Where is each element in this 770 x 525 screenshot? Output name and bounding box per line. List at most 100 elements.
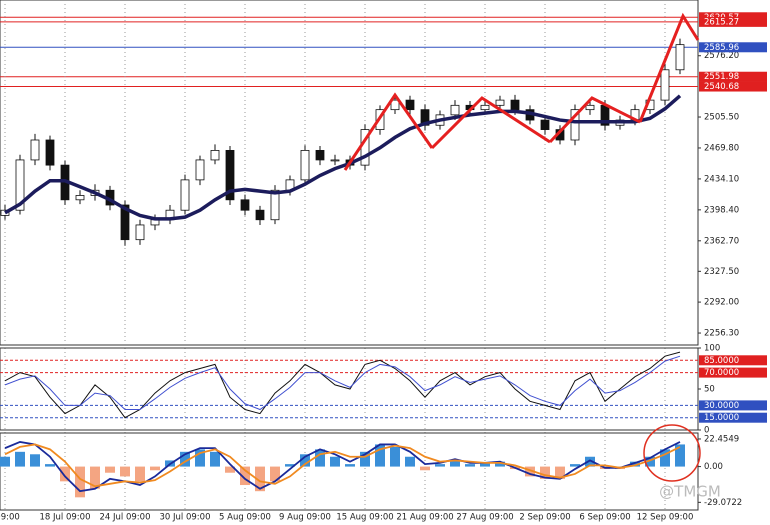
candle-body — [480, 104, 490, 111]
histogram-bar — [300, 454, 310, 467]
oscillator-line — [4, 355, 681, 411]
histogram-bar — [285, 464, 295, 467]
candle-body — [660, 69, 670, 101]
candle-body — [510, 99, 520, 111]
panel-frame — [0, 0, 699, 346]
candle-body — [240, 199, 250, 211]
histogram-bar — [330, 456, 340, 467]
histogram-bar — [195, 449, 205, 467]
histogram-bar — [450, 460, 460, 467]
histogram-bar — [225, 466, 235, 473]
level-label-box — [699, 81, 767, 92]
x-tick-label: 15 Aug 09:00 — [336, 513, 393, 523]
candle-body — [270, 189, 280, 221]
histogram-bar — [75, 466, 85, 498]
watermark: @TMGM — [659, 483, 721, 501]
level-label-box — [699, 367, 767, 378]
histogram-bar — [405, 456, 415, 467]
y-tick-label: 2256.30 — [704, 329, 739, 339]
level-label: 2551.98 — [704, 72, 739, 82]
x-tick-label: 12 Sep 09:00 — [637, 513, 694, 523]
y-tick-label: 2292.00 — [704, 298, 739, 308]
y-tick-label: 50 — [704, 385, 715, 395]
macd-line — [4, 443, 681, 488]
histogram-bar — [585, 456, 595, 467]
x-tick-label: 18 Jul 09:00 — [40, 513, 91, 523]
level-label: 2615.27 — [704, 17, 739, 27]
level-label-box — [699, 355, 767, 366]
level-label-box — [699, 412, 767, 423]
candle-body — [300, 149, 310, 181]
x-tick-label: 27 Aug 09:00 — [456, 513, 513, 523]
candle-body — [570, 109, 580, 141]
level-label: 2585.96 — [704, 43, 739, 53]
histogram-bar — [180, 451, 190, 467]
candle-body — [195, 159, 205, 181]
histogram-bar — [555, 466, 565, 479]
trend-arrows — [343, 12, 700, 171]
panel-frame — [0, 432, 699, 511]
histogram-bar — [45, 464, 55, 467]
histogram-bar — [345, 464, 355, 467]
level-label: 15.0000 — [704, 413, 739, 423]
histogram-bar — [210, 451, 220, 467]
histogram-bar — [105, 466, 115, 473]
histogram-bar — [540, 466, 550, 479]
histogram-bar — [60, 466, 70, 482]
candle-body — [75, 195, 85, 201]
highlight-circle — [643, 424, 701, 482]
candle-body — [225, 149, 235, 201]
x-tick-label: 2 Sep 09:00 — [519, 513, 570, 523]
candle-body — [45, 139, 55, 166]
histogram-bar — [135, 466, 145, 482]
level-label-box — [699, 400, 767, 411]
candle-body — [450, 104, 460, 116]
candle-body — [120, 204, 130, 241]
x-tick-label: 24 Jul 09:00 — [100, 513, 151, 523]
histogram-bar — [315, 449, 325, 467]
x-tick-label: 5 Aug 09:00 — [219, 513, 271, 523]
histogram-bar — [360, 451, 370, 467]
candle-body — [540, 119, 550, 130]
moving-average — [4, 94, 682, 221]
histogram-bar — [375, 444, 385, 467]
histogram-bar — [15, 451, 25, 467]
level-label-box — [699, 16, 767, 27]
histogram-bar — [570, 464, 580, 467]
y-tick-label: 2576.20 — [704, 51, 739, 61]
x-tick-label: 9 Aug 09:00 — [279, 513, 331, 523]
candle-body — [390, 99, 400, 111]
level-label: 2540.68 — [704, 82, 739, 92]
histogram-bar — [270, 466, 280, 482]
x-tick-label: 21 Aug 09:00 — [396, 513, 453, 523]
y-tick-label: 2505.50 — [704, 113, 739, 123]
x-tick-label: 6 Sep 09:00 — [579, 513, 630, 523]
x-tick-label: 30 Jul 09:00 — [160, 513, 211, 523]
histogram-bar — [0, 456, 10, 467]
histogram-bar — [240, 466, 250, 486]
candle-body — [675, 44, 685, 71]
level-label: 70.0000 — [704, 368, 739, 378]
candle-body — [30, 139, 40, 161]
candle-body — [0, 209, 10, 216]
level-label-box — [699, 42, 767, 53]
histogram-bar — [480, 462, 490, 467]
histogram-bar — [30, 454, 40, 467]
histogram-bar — [645, 456, 655, 467]
histogram-bar — [120, 466, 130, 477]
candle-body — [495, 99, 505, 106]
zigzag-arrow — [430, 96, 551, 150]
histogram-bar — [525, 466, 535, 477]
candle-body — [405, 99, 415, 111]
y-tick-label: 2469.80 — [704, 143, 739, 153]
zigzag-arrow — [548, 96, 641, 144]
y-tick-label: 22.4549 — [704, 434, 739, 444]
y-tick-label: 0.00 — [704, 462, 723, 472]
histogram-bar — [495, 461, 505, 467]
zigzag-arrow — [343, 92, 434, 171]
candle-body — [585, 104, 595, 111]
histogram-bar — [420, 466, 430, 471]
y-tick-label: 100 — [704, 344, 720, 354]
